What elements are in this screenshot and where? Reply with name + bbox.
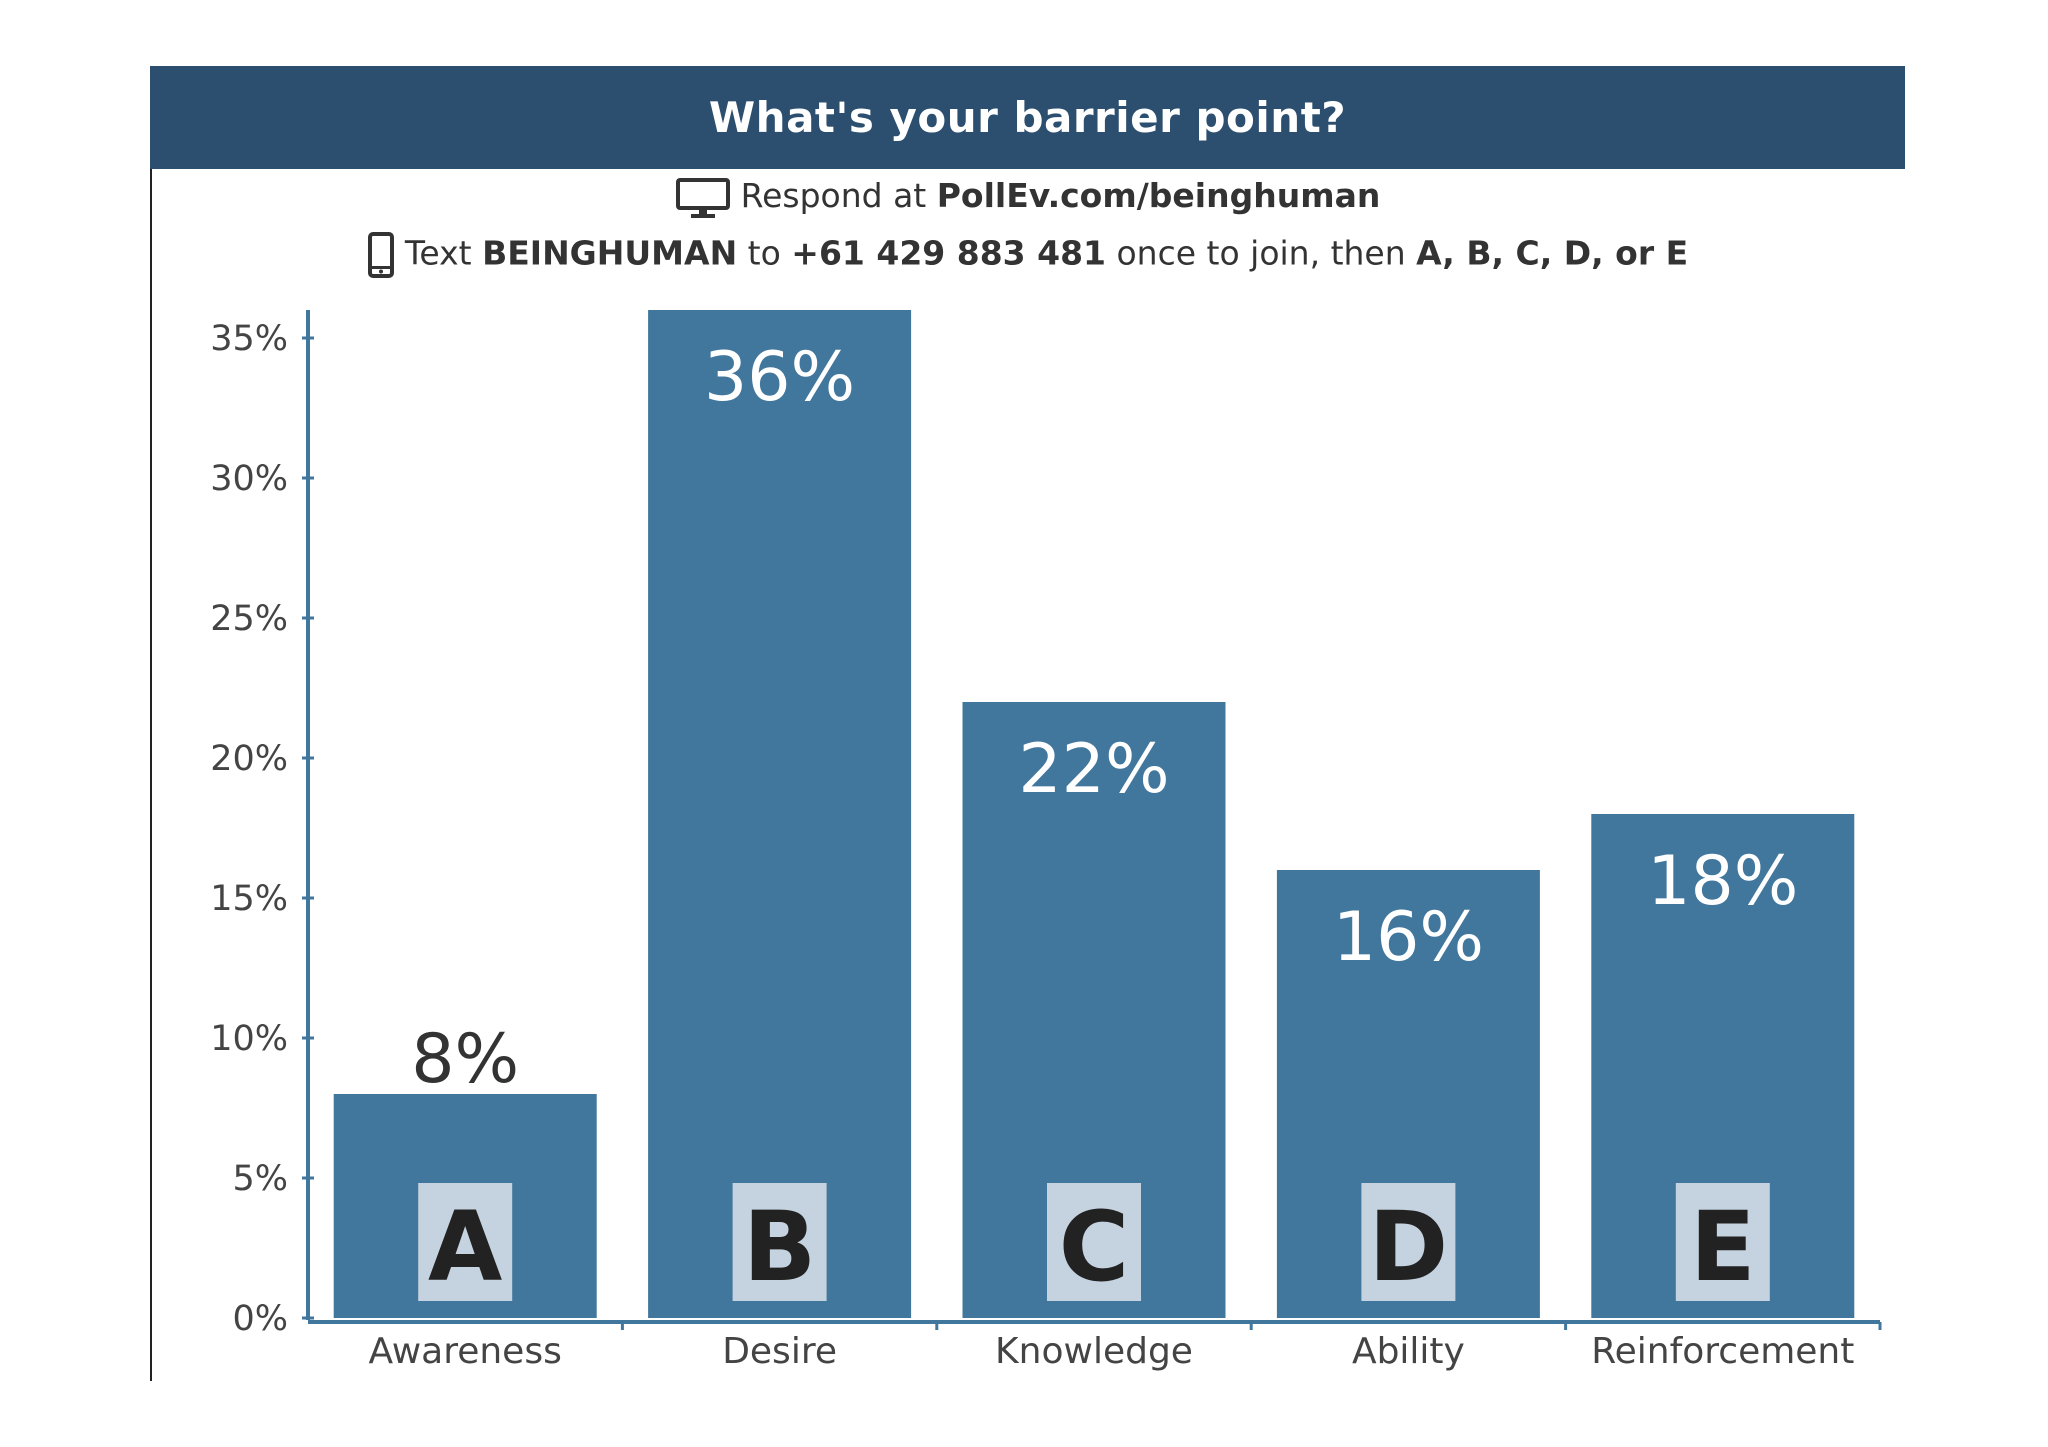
y-tick-label: 15% (210, 879, 288, 919)
letter-box (418, 1183, 513, 1301)
bar-letter: E (1690, 1191, 1756, 1303)
poll-url[interactable]: PollEv.com/beinghuman (936, 176, 1381, 215)
monitor-icon (675, 177, 730, 218)
phone-number: +61 429 883 481 (791, 233, 1106, 273)
respond-prefix: Respond at (740, 176, 937, 215)
value-label: 22% (1018, 730, 1169, 809)
bar-b (648, 310, 912, 1318)
letter-box (732, 1183, 827, 1301)
phone-icon (367, 232, 394, 278)
y-tick-label: 0% (232, 1299, 288, 1339)
join-text: once to join, then (1106, 233, 1417, 273)
answer-options: A, B, C, D, or E (1416, 233, 1689, 273)
category-label: Awareness (369, 1331, 562, 1372)
bar-letter: C (1059, 1191, 1129, 1303)
text-instruction: Text BEINGHUMAN to +61 429 883 481 once … (150, 232, 1905, 278)
poll-title: What's your barrier point? (708, 93, 1347, 142)
to-word: to (737, 233, 792, 273)
letter-box (1675, 1183, 1770, 1301)
respond-instruction: Respond at PollEv.com/beinghuman (150, 176, 1905, 219)
value-label: 18% (1647, 842, 1798, 921)
poll-header: What's your barrier point? (150, 66, 1905, 169)
y-tick-label: 5% (232, 1159, 288, 1199)
y-tick-label: 10% (210, 1019, 288, 1059)
bar-letter: D (1369, 1191, 1449, 1303)
bar-letter: A (428, 1191, 502, 1303)
category-label: Ability (1352, 1331, 1465, 1372)
category-label: Desire (722, 1331, 837, 1372)
value-label: 36% (704, 338, 855, 417)
category-label: Reinforcement (1591, 1331, 1854, 1372)
text-word: Text (404, 233, 483, 273)
poll-frame (150, 66, 1905, 1381)
category-label: Knowledge (995, 1331, 1193, 1372)
letter-box (1361, 1183, 1456, 1301)
value-label: 16% (1333, 898, 1484, 977)
y-tick-label: 20% (210, 739, 288, 779)
value-label: 8% (411, 1020, 519, 1099)
y-tick-label: 30% (210, 459, 288, 499)
bar-letter: B (743, 1191, 816, 1303)
y-tick-label: 25% (210, 599, 288, 639)
letter-box (1047, 1183, 1141, 1301)
text-keyword: BEINGHUMAN (482, 233, 738, 273)
y-tick-label: 35% (210, 319, 288, 359)
